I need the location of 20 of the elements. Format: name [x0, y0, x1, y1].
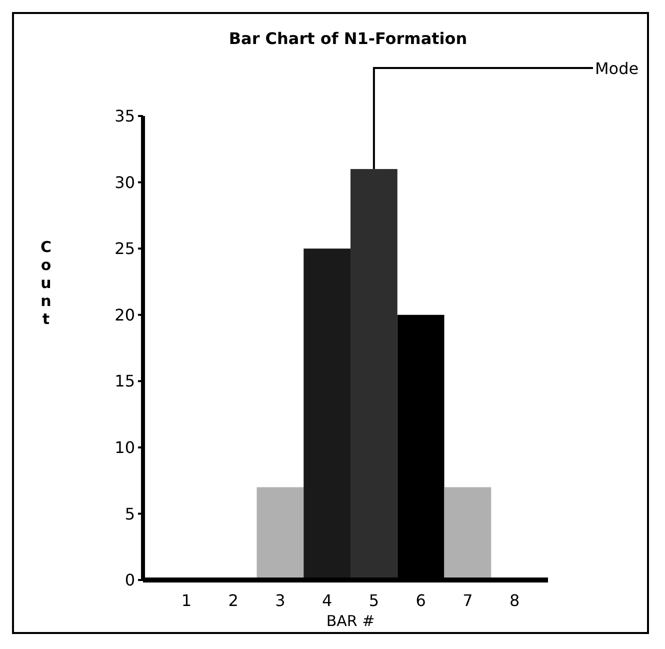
y-tick-label: 5: [124, 504, 135, 524]
x-tick-label: 2: [228, 591, 238, 610]
x-tick-label: 8: [509, 591, 520, 610]
y-tick-label: 20: [114, 305, 135, 324]
y-axis-title: Count: [37, 238, 55, 328]
x-tick-label: 7: [462, 591, 473, 610]
chart-title: Bar Chart of N1-Formation: [228, 29, 468, 48]
x-axis-title: BAR #: [326, 612, 375, 630]
annotation: Mode: [595, 59, 639, 78]
x-tick-label: 3: [275, 591, 286, 610]
y-tick-label: 0: [124, 570, 135, 590]
x-tick-label: 1: [181, 591, 192, 610]
x-tick-label: 4: [322, 591, 332, 610]
x-tick-label: 6: [416, 591, 426, 610]
y-tick-label: 15: [114, 372, 135, 391]
y-tick-label: 10: [114, 438, 135, 458]
y-tick-label: 25: [114, 239, 135, 258]
y-tick-label: 30: [114, 172, 135, 192]
x-tick-label: 5: [368, 591, 380, 610]
y-tick-label: 35: [114, 106, 135, 126]
